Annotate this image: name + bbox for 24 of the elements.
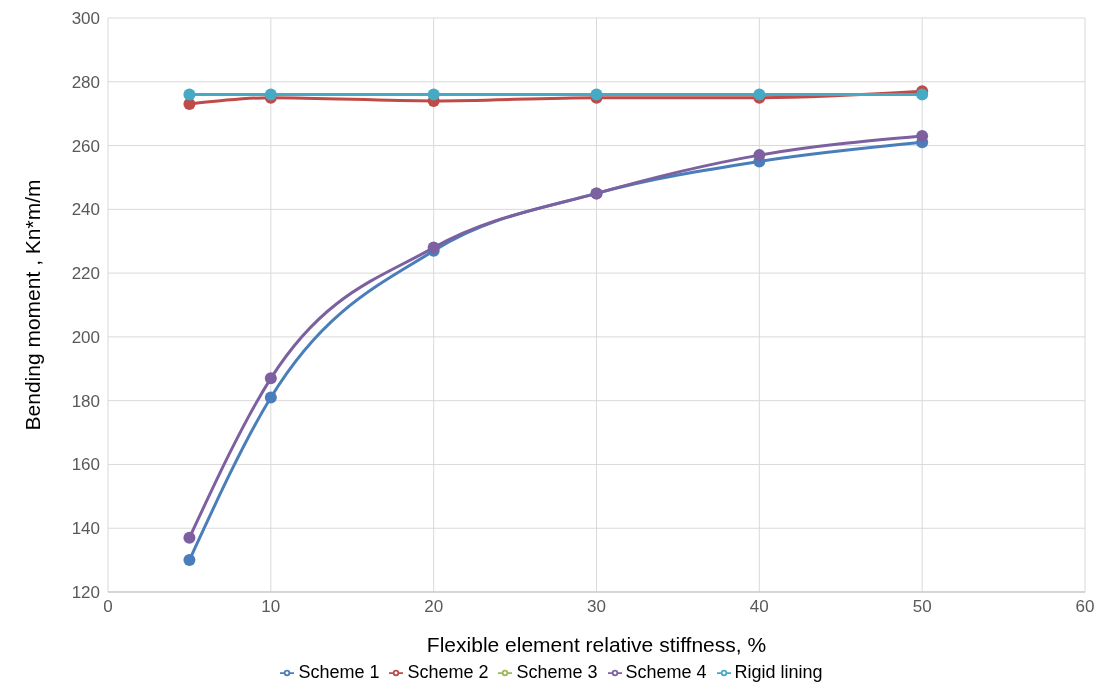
y-tick-label: 140 xyxy=(71,519,100,539)
x-tick-label: 20 xyxy=(424,597,444,617)
legend-label: Scheme 1 xyxy=(298,662,380,682)
y-tick-label: 280 xyxy=(71,72,100,92)
legend-label: Scheme 2 xyxy=(407,662,489,682)
y-tick-label: 220 xyxy=(71,264,100,284)
y-tick-label: 260 xyxy=(71,136,100,156)
y-tick-label: 300 xyxy=(71,9,100,29)
x-tick-label: 40 xyxy=(749,597,769,617)
y-tick-label: 200 xyxy=(71,327,100,347)
x-axis-title: Flexible element relative stiffness, % xyxy=(426,633,767,656)
y-tick-label: 120 xyxy=(71,583,100,603)
x-tick-label: 50 xyxy=(912,597,932,617)
y-axis-title: Bending moment , Kn*m/m xyxy=(21,179,45,431)
x-tick-label: 30 xyxy=(587,597,606,617)
y-tick-label: 160 xyxy=(71,455,100,475)
y-tick-label: 240 xyxy=(71,200,100,220)
y-tick-label: 180 xyxy=(71,391,100,411)
x-tick-label: 60 xyxy=(1075,597,1095,617)
legend-label: Scheme 4 xyxy=(625,662,707,682)
x-tick-label: 0 xyxy=(103,597,113,617)
x-tick-label: 10 xyxy=(261,597,281,617)
legend-label: Rigid lining xyxy=(734,662,823,682)
legend-label: Scheme 3 xyxy=(516,662,598,682)
